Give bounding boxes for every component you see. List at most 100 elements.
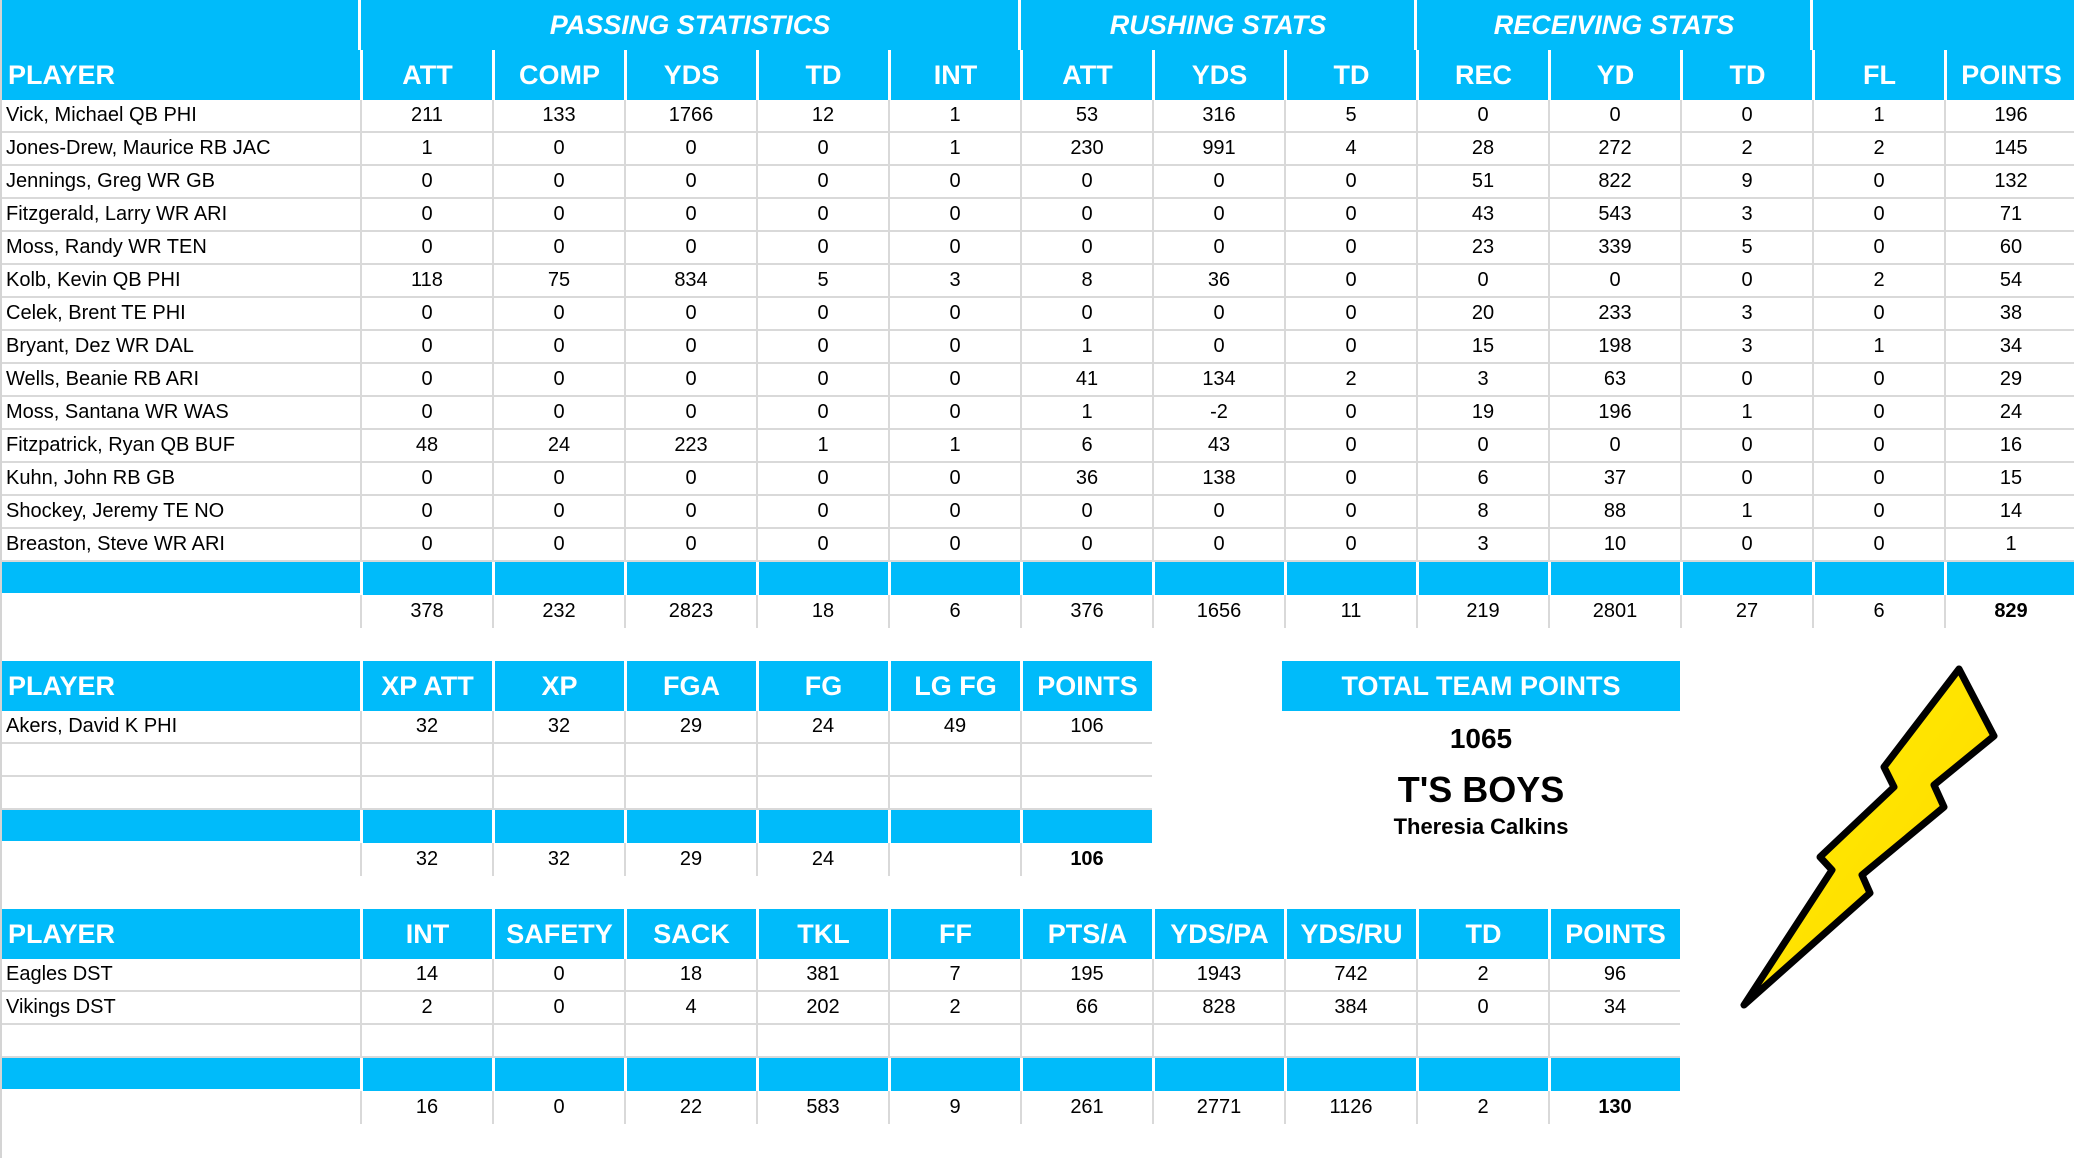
total-yds-ru[interactable]: 1126: [1284, 1091, 1416, 1124]
stat-cell[interactable]: 2: [1812, 265, 1944, 298]
total-fga[interactable]: 29: [624, 843, 756, 876]
stat-cell[interactable]: 0: [1152, 199, 1284, 232]
stat-cell[interactable]: 0: [1020, 529, 1152, 562]
stat-cell[interactable]: 0: [1812, 166, 1944, 199]
player-name-cell[interactable]: Wells, Beanie RB ARI: [2, 364, 360, 397]
stat-cell[interactable]: 0: [360, 298, 492, 331]
stat-cell[interactable]: 1766: [624, 100, 756, 133]
stat-cell[interactable]: 1: [888, 100, 1020, 133]
stat-cell[interactable]: 0: [1680, 265, 1812, 298]
stat-cell[interactable]: 0: [624, 166, 756, 199]
stat-cell[interactable]: 0: [492, 364, 624, 397]
stat-cell[interactable]: 0: [888, 166, 1020, 199]
stat-cell[interactable]: [756, 777, 888, 810]
total-pass-yds[interactable]: 2823: [624, 595, 756, 628]
stat-cell[interactable]: 118: [360, 265, 492, 298]
total-points[interactable]: 106: [1020, 843, 1152, 876]
stat-cell[interactable]: [1548, 1025, 1680, 1058]
stat-cell[interactable]: 75: [492, 265, 624, 298]
stat-cell[interactable]: 5: [1680, 232, 1812, 265]
stat-cell[interactable]: [756, 1025, 888, 1058]
stat-cell[interactable]: 0: [1284, 331, 1416, 364]
stat-cell[interactable]: 0: [1020, 496, 1152, 529]
stat-cell[interactable]: 0: [756, 364, 888, 397]
stat-cell[interactable]: 0: [756, 529, 888, 562]
total-td[interactable]: 2: [1416, 1091, 1548, 1124]
player-name-cell[interactable]: Vikings DST: [2, 992, 360, 1025]
total-sack[interactable]: 22: [624, 1091, 756, 1124]
stat-cell[interactable]: 0: [756, 199, 888, 232]
stat-cell[interactable]: 316: [1152, 100, 1284, 133]
column-header-td[interactable]: TD: [1416, 909, 1548, 959]
player-name-cell[interactable]: Kuhn, John RB GB: [2, 463, 360, 496]
stat-cell[interactable]: 2: [1812, 133, 1944, 166]
total-rec-yd[interactable]: 2801: [1548, 595, 1680, 628]
stat-cell[interactable]: 41: [1020, 364, 1152, 397]
stat-cell[interactable]: 0: [1152, 232, 1284, 265]
stat-cell[interactable]: 0: [1680, 463, 1812, 496]
total-int[interactable]: 16: [360, 1091, 492, 1124]
total-pass-int[interactable]: 6: [888, 595, 1020, 628]
stat-cell[interactable]: 0: [1680, 430, 1812, 463]
stat-cell[interactable]: 15: [1944, 463, 2074, 496]
stat-cell[interactable]: 0: [1548, 265, 1680, 298]
stat-cell[interactable]: 0: [888, 529, 1020, 562]
stat-cell[interactable]: 1: [888, 430, 1020, 463]
stat-cell[interactable]: 0: [756, 298, 888, 331]
stat-cell[interactable]: [1284, 1025, 1416, 1058]
stat-cell[interactable]: 8: [1416, 496, 1548, 529]
stat-cell[interactable]: 822: [1548, 166, 1680, 199]
stat-cell[interactable]: [492, 777, 624, 810]
stat-cell[interactable]: 198: [1548, 331, 1680, 364]
stat-cell[interactable]: 7: [888, 959, 1020, 992]
stat-cell[interactable]: 0: [888, 397, 1020, 430]
stat-cell[interactable]: [1020, 744, 1152, 777]
column-header-pass-int[interactable]: INT: [888, 50, 1020, 100]
stat-cell[interactable]: [624, 1025, 756, 1058]
column-header-int[interactable]: INT: [360, 909, 492, 959]
player-name-cell[interactable]: Kolb, Kevin QB PHI: [2, 265, 360, 298]
column-header-pass-yds[interactable]: YDS: [624, 50, 756, 100]
stat-cell[interactable]: 18: [624, 959, 756, 992]
stat-cell[interactable]: 54: [1944, 265, 2074, 298]
stat-cell[interactable]: 0: [1680, 364, 1812, 397]
player-name-cell[interactable]: Fitzpatrick, Ryan QB BUF: [2, 430, 360, 463]
stat-cell[interactable]: 0: [360, 463, 492, 496]
stat-cell[interactable]: 9: [1680, 166, 1812, 199]
stat-cell[interactable]: 0: [492, 199, 624, 232]
stat-cell[interactable]: 1: [1680, 397, 1812, 430]
total-rush-td[interactable]: 11: [1284, 595, 1416, 628]
stat-cell[interactable]: 29: [624, 711, 756, 744]
stat-cell[interactable]: 381: [756, 959, 888, 992]
stat-cell[interactable]: 28: [1416, 133, 1548, 166]
stat-cell[interactable]: 6: [1020, 430, 1152, 463]
stat-cell[interactable]: 834: [624, 265, 756, 298]
column-header-pass-td[interactable]: TD: [756, 50, 888, 100]
column-header-xp[interactable]: XP: [492, 661, 624, 711]
player-name-cell[interactable]: Eagles DST: [2, 959, 360, 992]
total-yds-pa[interactable]: 2771: [1152, 1091, 1284, 1124]
total-points[interactable]: 130: [1548, 1091, 1680, 1124]
stat-cell[interactable]: 233: [1548, 298, 1680, 331]
column-header-points[interactable]: POINTS: [1944, 50, 2074, 100]
stat-cell[interactable]: 0: [1152, 496, 1284, 529]
stat-cell[interactable]: 0: [1284, 166, 1416, 199]
stat-cell[interactable]: [888, 744, 1020, 777]
stat-cell[interactable]: 0: [360, 232, 492, 265]
stat-cell[interactable]: 0: [492, 529, 624, 562]
stat-cell[interactable]: 1: [1944, 529, 2074, 562]
stat-cell[interactable]: 0: [492, 496, 624, 529]
stat-cell[interactable]: 0: [492, 331, 624, 364]
stat-cell[interactable]: 742: [1284, 959, 1416, 992]
stat-cell[interactable]: 0: [624, 397, 756, 430]
stat-cell[interactable]: [624, 744, 756, 777]
stat-cell[interactable]: 0: [1284, 397, 1416, 430]
stat-cell[interactable]: 3: [1680, 331, 1812, 364]
stat-cell[interactable]: 223: [624, 430, 756, 463]
stat-cell[interactable]: 0: [624, 463, 756, 496]
team-name[interactable]: T'S BOYS: [1397, 769, 1565, 810]
stat-cell[interactable]: 0: [1020, 298, 1152, 331]
stat-cell[interactable]: 138: [1152, 463, 1284, 496]
stat-cell[interactable]: 196: [1944, 100, 2074, 133]
stat-cell[interactable]: 0: [1284, 232, 1416, 265]
